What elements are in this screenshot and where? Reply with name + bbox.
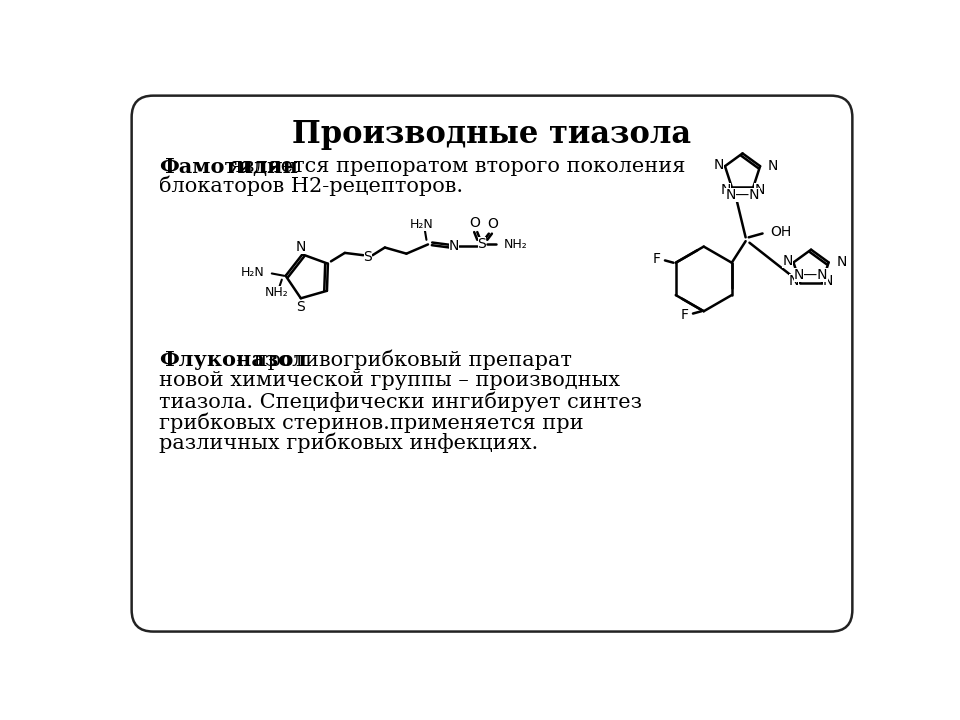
Text: N: N [789, 274, 800, 288]
Text: N: N [720, 183, 731, 197]
Text: OH: OH [770, 225, 791, 239]
Text: N: N [836, 256, 847, 269]
Text: N: N [449, 239, 459, 253]
Text: грибковых стеринов.применяется при: грибковых стеринов.применяется при [159, 412, 584, 433]
Text: F: F [681, 308, 688, 322]
Text: Флуконазол: Флуконазол [159, 350, 307, 370]
Text: S: S [297, 300, 305, 314]
Text: O: O [488, 217, 498, 231]
Text: N: N [755, 183, 765, 197]
Text: новой химической группы – производных: новой химической группы – производных [159, 371, 620, 390]
Text: N: N [296, 240, 306, 254]
Text: NH₂: NH₂ [503, 238, 527, 251]
Text: Производные тиазола: Производные тиазола [293, 119, 691, 150]
Text: H₂N: H₂N [410, 218, 434, 231]
Text: N—N: N—N [794, 269, 828, 282]
Text: S: S [364, 250, 372, 264]
Text: – противогрибковый препарат: – противогрибковый препарат [230, 350, 572, 370]
Text: N: N [823, 274, 833, 288]
FancyBboxPatch shape [132, 96, 852, 631]
Text: Фамотидин: Фамотидин [159, 157, 299, 177]
Text: N: N [782, 254, 793, 268]
Text: является препоратом второго поколения: является препоратом второго поколения [223, 157, 685, 176]
Text: F: F [653, 252, 660, 266]
Text: различных грибковых инфекциях.: различных грибковых инфекциях. [159, 433, 539, 454]
Text: S: S [477, 238, 487, 251]
Text: N—N: N—N [726, 187, 759, 202]
Text: NH₂: NH₂ [265, 287, 288, 300]
Text: H₂N: H₂N [240, 266, 264, 279]
Text: N: N [713, 158, 724, 171]
Text: тиазола. Специфически ингибирует синтез: тиазола. Специфически ингибирует синтез [159, 391, 642, 412]
Text: N: N [768, 159, 779, 173]
Text: блокаторов Н2-рецепторов.: блокаторов Н2-рецепторов. [159, 176, 464, 197]
Text: O: O [469, 216, 480, 230]
